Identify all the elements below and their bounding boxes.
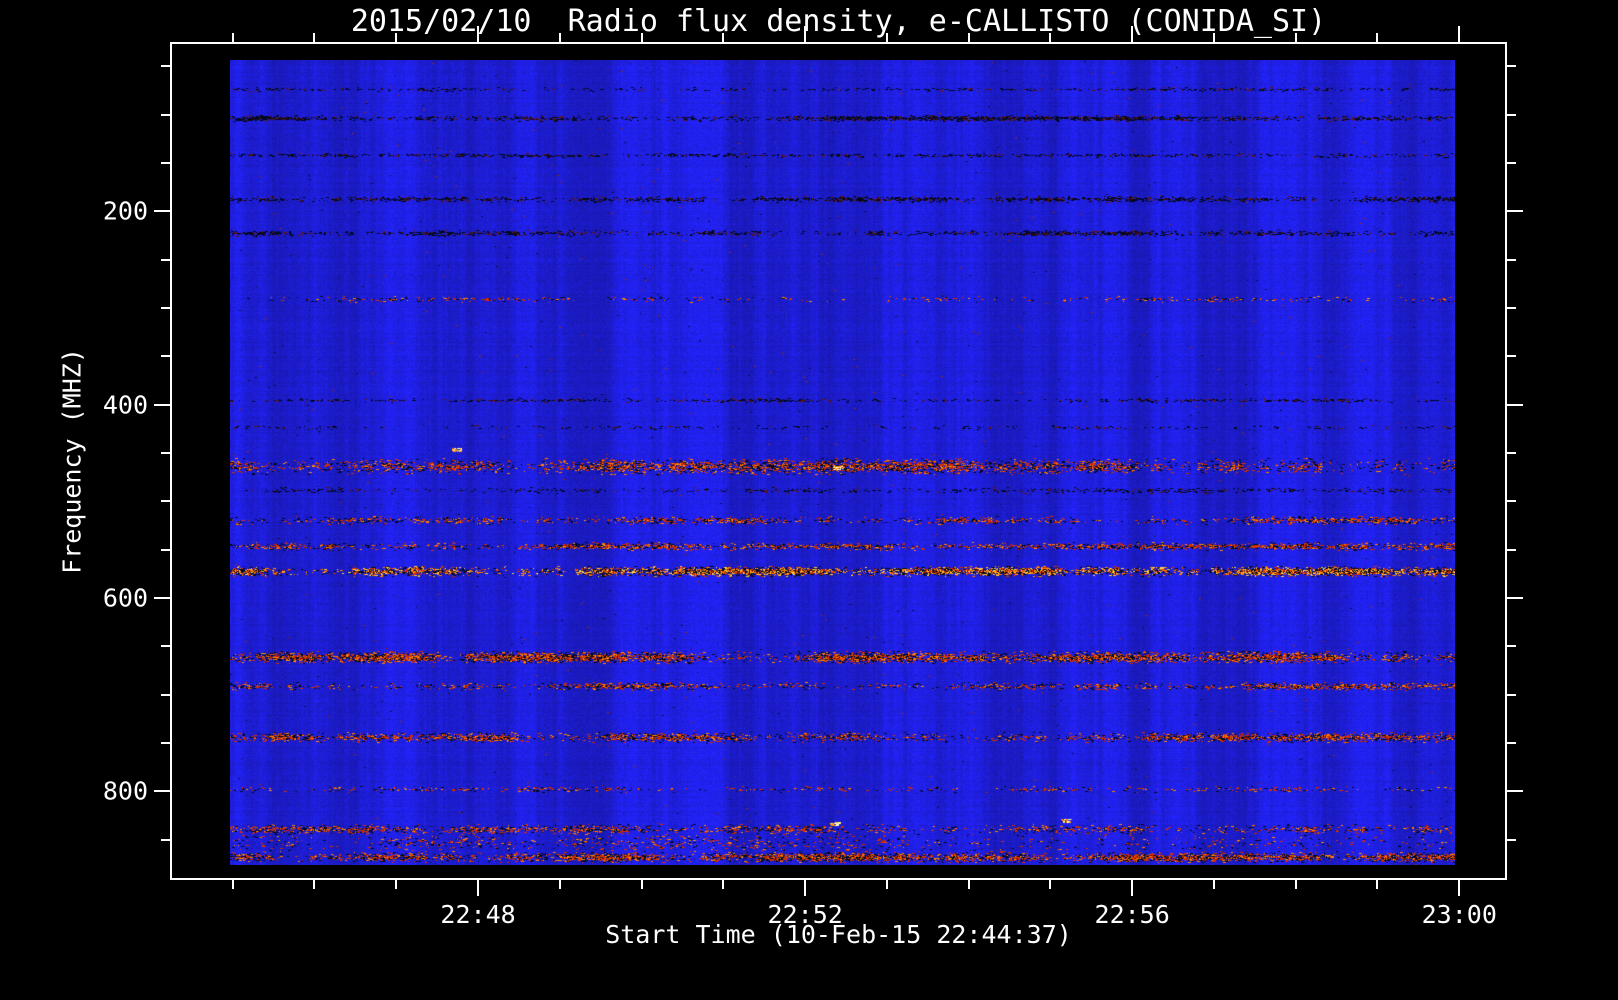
tick-mark <box>161 693 170 696</box>
tick-mark <box>1507 645 1516 648</box>
y-tick-label: 200 <box>102 196 148 226</box>
tick-mark <box>722 33 725 42</box>
tick-mark <box>640 33 643 42</box>
tick-mark <box>161 451 170 454</box>
tick-mark <box>161 838 170 841</box>
plot-title: 2015/02/10 Radio flux density, e-CALLIST… <box>350 4 1327 39</box>
tick-mark <box>154 210 170 213</box>
tick-mark <box>154 403 170 406</box>
tick-mark <box>231 33 234 42</box>
tick-mark <box>154 790 170 793</box>
tick-mark <box>154 597 170 600</box>
tick-mark <box>1131 880 1134 896</box>
y-tick-label: 400 <box>102 390 148 420</box>
tick-mark <box>161 355 170 358</box>
tick-mark <box>161 258 170 261</box>
tick-mark <box>1507 258 1516 261</box>
tick-mark <box>1507 597 1523 600</box>
tick-mark <box>161 742 170 745</box>
tick-mark <box>1507 355 1516 358</box>
tick-mark <box>395 880 398 889</box>
x-axis-label: Start Time (10-Feb-15 22:44:37) <box>605 920 1072 949</box>
tick-mark <box>1507 403 1523 406</box>
tick-mark <box>640 880 643 889</box>
tick-mark <box>885 880 888 889</box>
tick-mark <box>1507 210 1523 213</box>
tick-mark <box>1213 880 1215 889</box>
tick-mark <box>477 880 480 896</box>
x-tick-label: 22:48 <box>440 900 516 929</box>
tick-mark <box>1507 548 1516 551</box>
tick-mark <box>1507 742 1516 745</box>
tick-mark <box>1131 26 1134 42</box>
x-tick-label: 22:52 <box>767 900 843 929</box>
tick-mark <box>1507 451 1516 454</box>
tick-mark <box>313 880 316 889</box>
tick-mark <box>804 880 807 896</box>
tick-mark <box>231 880 234 889</box>
tick-mark <box>1507 65 1516 68</box>
tick-mark <box>1213 33 1215 42</box>
y-axis-label: Frequency (MHZ) <box>57 348 87 574</box>
tick-mark <box>161 161 170 164</box>
tick-mark <box>1458 880 1461 896</box>
tick-mark <box>161 500 170 503</box>
tick-mark <box>1376 880 1379 889</box>
tick-mark <box>1507 693 1516 696</box>
tick-mark <box>1507 306 1516 309</box>
tick-mark <box>558 880 561 889</box>
tick-mark <box>722 880 725 889</box>
tick-mark <box>967 880 970 889</box>
spectrogram-canvas <box>230 60 1455 865</box>
plot-frame: 22:48 22:52 22:56 23:00 200 400 600 800 <box>103 26 1523 929</box>
tick-mark <box>395 33 398 42</box>
tick-mark <box>1294 33 1297 42</box>
tick-mark <box>161 306 170 309</box>
tick-mark <box>1507 790 1523 793</box>
tick-mark <box>1507 161 1516 164</box>
tick-mark <box>1458 26 1461 42</box>
x-tick-label: 22:56 <box>1094 900 1170 929</box>
tick-mark <box>313 33 316 42</box>
tick-mark <box>885 33 888 42</box>
tick-mark <box>1507 838 1516 841</box>
x-tick-label: 23:00 <box>1421 900 1497 929</box>
tick-mark <box>1049 880 1052 889</box>
tick-mark <box>1507 500 1516 503</box>
tick-mark <box>161 548 170 551</box>
tick-mark <box>1376 33 1379 42</box>
tick-mark <box>161 645 170 648</box>
tick-mark <box>477 26 480 42</box>
y-tick-label: 600 <box>102 583 148 613</box>
tick-mark <box>1507 113 1516 116</box>
y-tick-label: 800 <box>102 776 148 806</box>
tick-mark <box>161 113 170 116</box>
tick-mark <box>967 33 970 42</box>
tick-mark <box>1049 33 1052 42</box>
tick-mark <box>804 26 807 42</box>
tick-mark <box>1294 880 1297 889</box>
tick-mark <box>558 33 561 42</box>
tick-mark <box>161 65 170 68</box>
